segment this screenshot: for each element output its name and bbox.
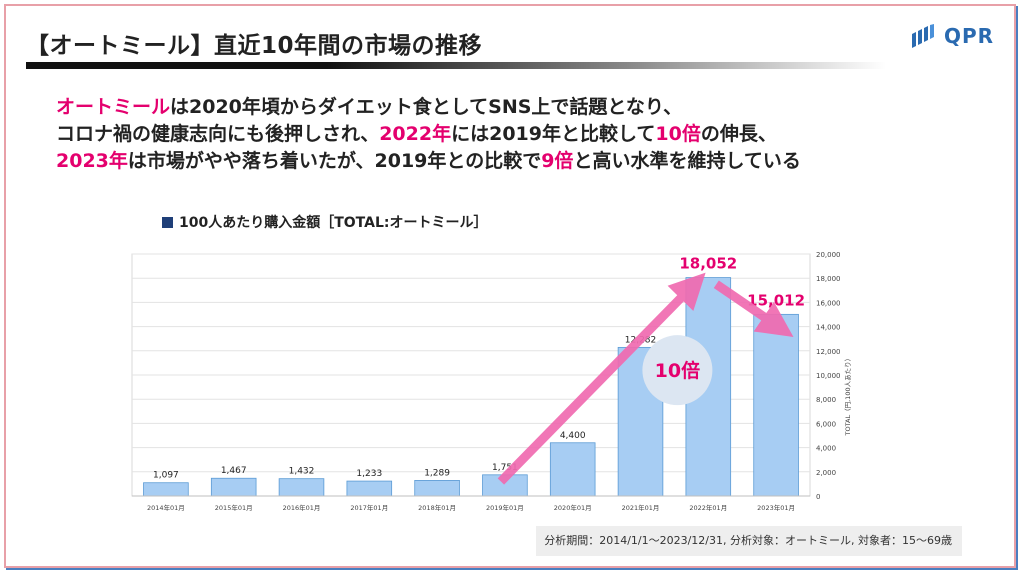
bar-4	[414, 480, 460, 497]
data-label-4: 1,289	[424, 468, 450, 478]
x-tick-label-5: 2019年01月	[486, 503, 524, 512]
legend-label: 100人あたり購入金額［TOTAL:オートミール］	[179, 215, 488, 231]
data-label-3: 1,233	[356, 469, 382, 479]
data-label-0: 1,097	[153, 471, 179, 481]
summary-line2-segment-0: コロナ禍の健康志向にも後押しされ、	[56, 123, 380, 145]
summary-line2-segment-4: の伸長、	[700, 123, 777, 145]
x-tick-label-2: 2016年01月	[283, 503, 321, 512]
data-label-2: 1,432	[289, 467, 315, 477]
y-tick-label-6: 12,000	[816, 348, 841, 356]
chart-legend: 100人あたり購入金額［TOTAL:オートミール］	[162, 212, 488, 232]
summary-line-2: コロナ禍の健康志向にも後押しされ、2022年には2019年と比較して10倍の伸長…	[56, 121, 801, 148]
x-tick-label-1: 2015年01月	[215, 503, 253, 512]
chart-area: 0 2,000 4,000 6,000 8,000 10,000 12,000 14,000 1…	[130, 250, 852, 512]
summary-line3-segment-0: 2023年	[56, 150, 128, 172]
y-tick-label-7: 14,000	[816, 324, 841, 332]
legend-swatch	[162, 216, 173, 228]
x-tick-label-3: 2017年01月	[350, 503, 388, 512]
logo-text: QPR	[943, 24, 994, 48]
page-title: 【オートミール】直近10年間の市場の推移	[26, 33, 483, 59]
bar-7	[617, 346, 664, 497]
bar-chart: 0 2,000 4,000 6,000 8,000 10,000 12,000 14,000 1…	[131, 251, 852, 512]
data-label-1: 1,467	[221, 466, 247, 476]
x-tick-label-9: 2023年01月	[757, 503, 795, 512]
growth-arrow	[497, 272, 706, 485]
summary-line2-segment-1: 2022年	[379, 123, 452, 145]
y-tick-label-0: 0	[816, 493, 820, 501]
ratio-badge-label: 10倍	[655, 359, 700, 382]
y-tick-label-10: 20,000	[816, 251, 841, 259]
y-tick-label-9: 18,000	[816, 275, 841, 283]
x-tick-label-4: 2018年01月	[418, 503, 456, 512]
y-axis-title: TOTAL（円,100人あたり）	[844, 355, 852, 437]
y-tick-label-5: 10,000	[816, 372, 841, 380]
footnote: 分析期間：2014/1/1〜2023/12/31, 分析対象：オートミール, 対…	[536, 526, 962, 556]
x-tick-label-8: 2022年01月	[689, 503, 727, 512]
summary-line3-segment-1: は市場がやや落ち着いたが、2019年との比較で	[127, 150, 542, 172]
y-tick-label-2: 4,000	[816, 445, 836, 453]
summary-line-3: 2023年は市場がやや落ち着いたが、2019年との比較で9倍と高い水準を維持して…	[56, 148, 801, 175]
bar-1	[210, 477, 257, 497]
ratio-badge	[642, 335, 713, 406]
bar-0	[143, 482, 189, 497]
bar-9	[753, 313, 799, 497]
bar-2	[278, 478, 325, 497]
data-label-8: 18,052	[679, 255, 737, 273]
x-tick-label-0: 2014年01月	[147, 503, 185, 512]
title-underline	[26, 62, 886, 69]
summary-line3-segment-2: 9倍	[541, 150, 574, 172]
y-tick-label-3: 6,000	[816, 420, 836, 428]
y-tick-label-1: 2,000	[816, 469, 836, 477]
y-tick-label-8: 16,000	[816, 299, 841, 307]
summary-line2-segment-2: には2019年と比較して	[451, 123, 656, 145]
summary-line3-segment-3: と高い水準を維持している	[573, 150, 801, 172]
summary-line-1: オートミールは2020年頃からダイエット食としてSNS上で話題となり、	[56, 94, 801, 121]
data-label-6: 4,400	[560, 431, 586, 441]
x-tick-label-6: 2020年01月	[554, 503, 592, 512]
slide-frame	[4, 4, 1016, 568]
x-tick-label-7: 2021年01月	[622, 503, 660, 512]
logo: QPR	[910, 24, 994, 48]
qpr-logo-icon	[911, 24, 934, 48]
summary-line1-segment-1: は2020年頃からダイエット食としてSNS上で話題となり、	[170, 96, 683, 118]
decline-arrow	[713, 280, 794, 337]
bar-6	[549, 442, 596, 497]
bar-3	[346, 480, 393, 497]
y-tick-label-4: 8,000	[816, 396, 836, 404]
summary-text: オートミールは2020年頃からダイエット食としてSNS上で話題となり、 コロナ禍…	[56, 94, 801, 175]
data-label-5: 1,751	[492, 463, 518, 473]
summary-line1-segment-0: オートミール	[56, 96, 171, 118]
summary-line2-segment-3: 10倍	[655, 123, 701, 145]
